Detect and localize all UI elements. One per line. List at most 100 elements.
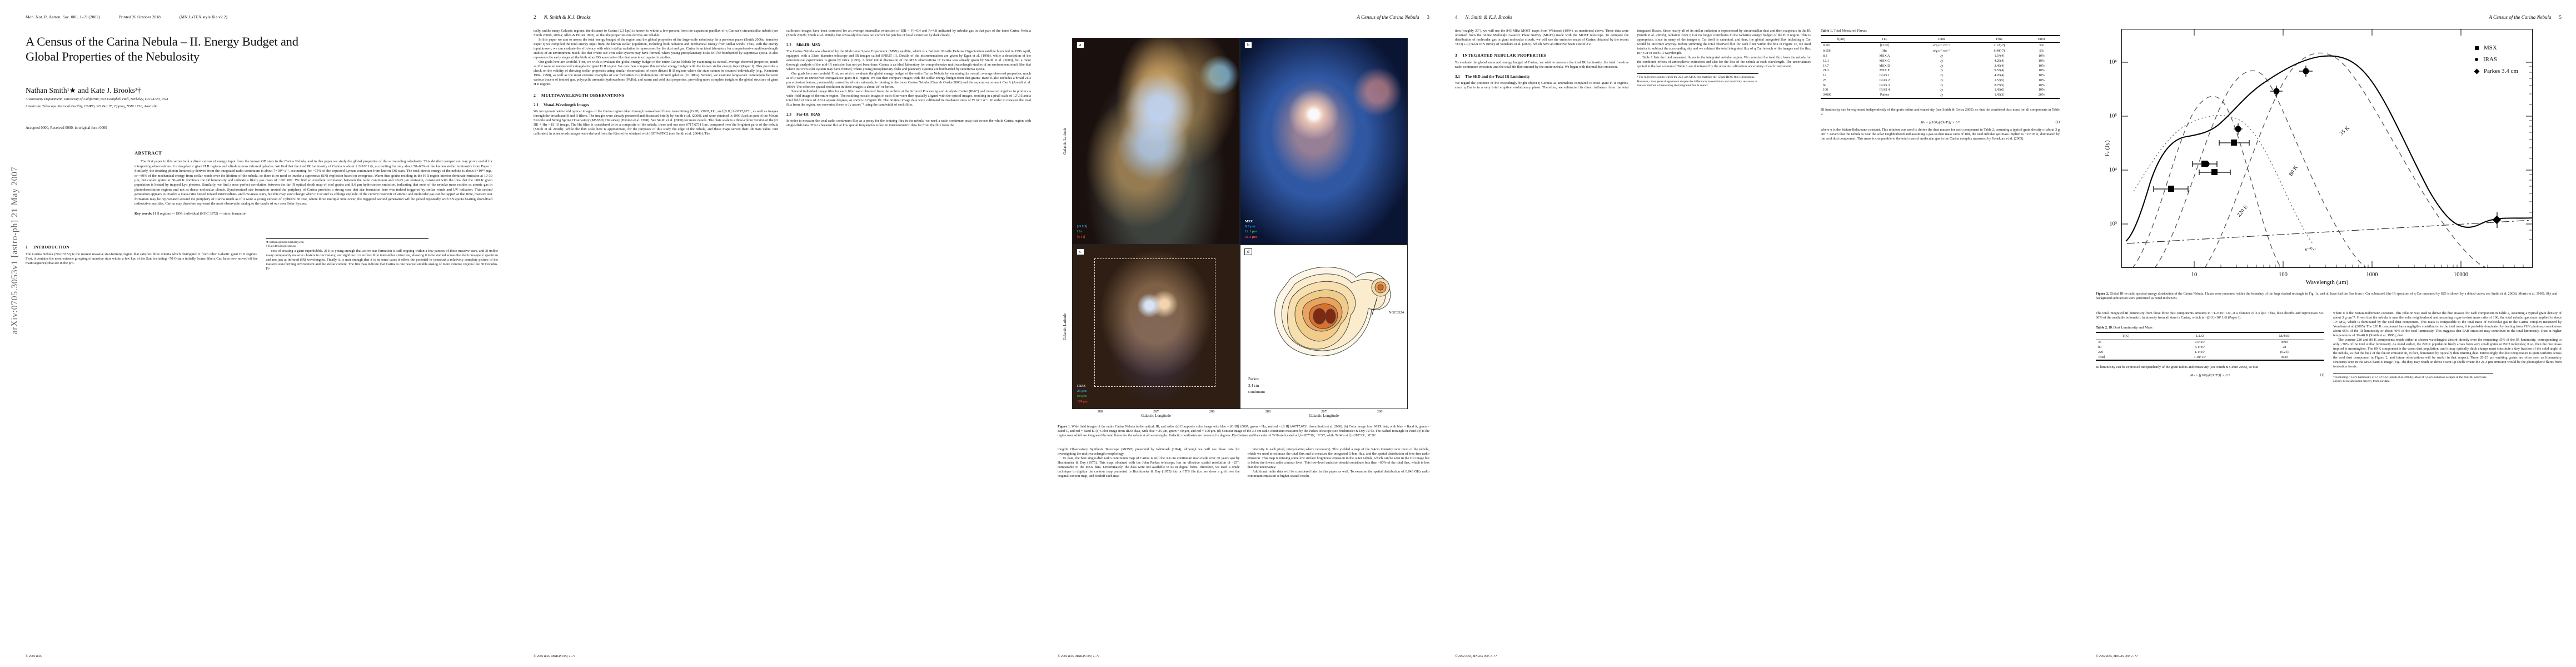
paragraph: Additional radio data will be considered…: [1247, 469, 1430, 478]
column-header: L/L⊙: [2196, 335, 2204, 339]
cell: 5%: [2039, 43, 2044, 47]
cell: 60: [1823, 83, 1827, 87]
cell: 1.43(3): [1994, 93, 2005, 97]
filter-label: 60 μm: [1077, 394, 1087, 399]
sed-chart: Fᵥ (Jy) Wavelength (μm) 10 100 1000 1000…: [2104, 29, 2533, 286]
cell: 10%: [2038, 74, 2045, 78]
legend-item-iras: IRAS: [2474, 54, 2518, 66]
chart-ytick: 10⁶: [2109, 59, 2117, 66]
page-1: Mon. Not. R. Astron. Soc. 000, 1–?? (200…: [0, 0, 517, 667]
iras-data-points: [2203, 68, 2309, 167]
page4-text-columns: tion (roughly 30″), we will use the 843 …: [1455, 29, 1811, 141]
figure2-caption-text: Global IR-to-radio spectral energy distr…: [2096, 292, 2557, 300]
figure1-panel-c: c 0:30 0:00 -0:30 -1:00 -1:30 -2:00 -2:3…: [1072, 245, 1240, 409]
figure1-ylabel-top: Galactic Latitude: [1063, 127, 1067, 155]
cell: IRAS 4: [1879, 88, 1890, 92]
cell: 35: [2098, 341, 2102, 345]
section-title: INTEGRATED NEBULAR PROPERTIES: [1463, 53, 1546, 58]
instrument-label: MSX: [1245, 219, 1253, 223]
column-header: λ(μm): [1836, 37, 1845, 41]
cell: 1.54(4): [1994, 54, 2005, 58]
cell: 2.12(-7): [1994, 43, 2005, 47]
equation-1-repeat: Mₕ = [(100ρ)/(3σT⁶)] × Lᴵᴿ (1): [2096, 373, 2324, 377]
filter-label: 25 μm: [1077, 389, 1087, 394]
instrument-label: Parkes: [1248, 377, 1259, 382]
panel-label-c: c: [1077, 248, 1084, 255]
footnote-text: ¹ The high precision to which the 22.1 μ…: [1637, 76, 1758, 87]
paragraph: Our goals here are twofold. First, we wi…: [534, 60, 778, 87]
page2-columns: nally, unlike many Galactic regions, the…: [534, 29, 1031, 136]
chart-frame: [2121, 29, 2533, 268]
table-header-row: λ(μm) I.D. Units Flux Error: [1821, 36, 2060, 43]
running-title: N. Smith & K.J. Brooks: [1465, 14, 1512, 20]
figure1-ylabel-bottom: Galactic Latitude: [1063, 313, 1067, 341]
subsection-title: Mid-IR: MSX: [796, 43, 821, 48]
cell: 4.26(4): [1994, 59, 2005, 63]
table-row: 60 IRAS 3 Jy 8.75(5) 10%: [1821, 83, 2060, 88]
cell: Jy: [1940, 83, 1944, 87]
paragraph: IR luminosity can be expressed independe…: [2096, 365, 2258, 369]
figure1-xlabel: Galactic Longitude: [1141, 414, 1171, 418]
figure-1: Galactic Latitude a 0:30 0:00 -0:30 -1:0…: [1058, 29, 1429, 439]
cell: 3.1×10⁶: [2195, 346, 2206, 350]
table-row: 8.3 MSX A Jy 1.54(4) 10%: [1821, 54, 2060, 59]
table-row: 34000 Parkes Jy 1.43(3) 20%: [1821, 93, 2060, 98]
cell: 10%: [2038, 88, 2045, 92]
page-footer: © 2002 RAS: [26, 655, 42, 658]
table-row: 35 7.6×10⁶ 9590: [2096, 340, 2324, 345]
page-number: 2: [534, 14, 536, 20]
table-header-row: T(K) L/L⊙ Mₑ/M⊙: [2096, 332, 2324, 340]
footnote-email-1: ★ nathans@astro.berkeley.edu: [266, 241, 304, 245]
equation-1-tag: (1): [2055, 120, 2060, 124]
cell: 14.7: [1823, 64, 1829, 68]
abstract-heading: ABSTRACT: [134, 150, 162, 156]
cell: 9.55(4): [1994, 69, 2005, 73]
cell: 8.75(5): [1994, 83, 2005, 87]
filter-label: 100 μm: [1077, 399, 1089, 404]
running-head-page3: A Census of the Carina Nebula 3: [1058, 14, 1429, 20]
page-footer: © 2002 RAS, MNRAS 000, 1–??: [1058, 655, 1100, 658]
running-head-page2: 2 N. Smith & K.J. Brooks: [534, 14, 1031, 20]
column-header: T(K): [2122, 334, 2129, 338]
cell: 1.43(6): [1994, 88, 2005, 92]
ngc3324-callout: NGC3324: [1388, 310, 1404, 315]
msx-data-points: [2168, 140, 2237, 192]
figure1-xaxis-d: 288 287 286 Galactic Longitude: [1240, 409, 1408, 421]
table2-block: Table 2. IR Dust Luminosity and Mass T(K…: [2096, 326, 2324, 361]
cell: IRAS 3: [1879, 83, 1890, 87]
footnote-block: ¹ The high precision to which the 22.1 μ…: [1637, 73, 1759, 88]
figure2-caption-label: Figure 2.: [2096, 292, 2109, 296]
column-header: Flux: [1996, 37, 2002, 41]
equation-1-body: Mₕ = [(100ρ)/(3σT⁶)] × Lᴵᴿ: [1920, 120, 1960, 125]
table1-caption-text: Total Measured Fluxes: [1833, 29, 1867, 33]
paragraph: To evaluate the global mass and energy b…: [1455, 61, 1629, 69]
equation-tag: (1): [2320, 373, 2324, 377]
table2-caption: Table 2. IR Dust Luminosity and Mass: [2096, 326, 2324, 330]
chart-ytick: 10⁴: [2109, 167, 2117, 173]
equation-body: Mₕ = [(100ρ)/(3σT⁶)] × Lᴵᴿ: [2190, 374, 2230, 378]
filter-label: 12.1 μm: [1245, 230, 1257, 234]
cell: 10%: [2038, 69, 2045, 73]
cell: Jy: [1940, 64, 1944, 68]
cell: MSX C: [1879, 59, 1890, 63]
table-row: 25 IRAS 2 Jy 1.53(5) 10%: [1821, 78, 2060, 83]
panel-label-b: b: [1244, 42, 1252, 48]
title-line-1: A Census of the Carina Nebula – II. Ener…: [26, 34, 298, 48]
section-title: INTRODUCTION: [33, 245, 69, 250]
page-4: 4 N. Smith & K.J. Brooks tion (roughly 30…: [1439, 0, 2081, 667]
table-body: 35 7.6×10⁶ 9590 80 3.1×10⁶ 28 220 1.1×10⁶ (0.2…: [2096, 340, 2324, 360]
legend-item-msx: MSX: [2474, 42, 2518, 54]
figure1-annotation-c: IRAS 25 μm 60 μm 100 μm: [1077, 384, 1088, 404]
paragraph: Several individual image tiles for each …: [786, 89, 1031, 107]
subsection-number: 2.3: [786, 112, 791, 117]
cell: erg s⁻¹ cm⁻²: [1933, 44, 1950, 48]
cell: 7.6×10⁶: [2195, 341, 2206, 345]
paragraph: The warmer 220 and 80 K components resid…: [2333, 337, 2562, 369]
cell: 80: [2098, 346, 2102, 350]
figure1-annotation-a: [O III] Hα [S II]: [1077, 224, 1087, 240]
cell: 10%: [2038, 64, 2045, 68]
chart-legend: MSX IRAS Parkes 3.4 cm: [2474, 42, 2518, 77]
paragraph: cess of creating a giant superbubble. 2)…: [266, 248, 499, 271]
cell: Parkes: [1880, 93, 1890, 97]
footnote-block: ★ nathans@astro.berkeley.edu † Kate.Broo…: [266, 238, 428, 249]
